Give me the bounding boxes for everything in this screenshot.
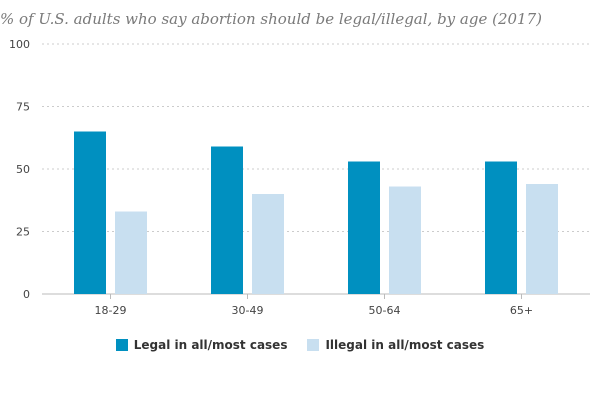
legend-label-legal: Legal in all/most cases bbox=[133, 338, 288, 352]
x-tick-label: 30-49 bbox=[232, 304, 264, 317]
bar-legal-50-64[interactable] bbox=[348, 161, 380, 295]
y-tick-label: 75 bbox=[16, 101, 30, 114]
legend-label-illegal: Illegal in all/most cases bbox=[325, 338, 485, 352]
bar-illegal-65+[interactable] bbox=[526, 184, 558, 294]
x-tick-label: 18-29 bbox=[95, 304, 127, 317]
x-tick-label: 50-64 bbox=[369, 304, 401, 317]
bar-legal-30-49[interactable] bbox=[211, 146, 243, 295]
legend-swatch-legal bbox=[115, 339, 128, 351]
legend-item-illegal[interactable]: Illegal in all/most cases bbox=[307, 338, 484, 352]
bar-illegal-50-64[interactable] bbox=[389, 186, 421, 295]
x-tick-label: 65+ bbox=[510, 304, 533, 317]
chart-title: % of U.S. adults who say abortion should… bbox=[0, 10, 542, 28]
bar-legal-18-29[interactable] bbox=[74, 131, 106, 295]
legend-item-legal[interactable]: Legal in all/most cases bbox=[115, 338, 288, 352]
bar-illegal-30-49[interactable] bbox=[252, 194, 284, 294]
legend: Legal in all/most cases Illegal in all/m… bbox=[0, 336, 600, 354]
y-tick-label: 100 bbox=[9, 38, 30, 51]
bar-illegal-18-29[interactable] bbox=[115, 211, 147, 295]
y-tick-label: 50 bbox=[16, 163, 30, 176]
y-tick-label: 25 bbox=[16, 226, 30, 239]
bar-legal-65+[interactable] bbox=[485, 161, 517, 295]
legend-swatch-illegal bbox=[307, 339, 320, 351]
y-tick-label: 0 bbox=[23, 288, 30, 301]
